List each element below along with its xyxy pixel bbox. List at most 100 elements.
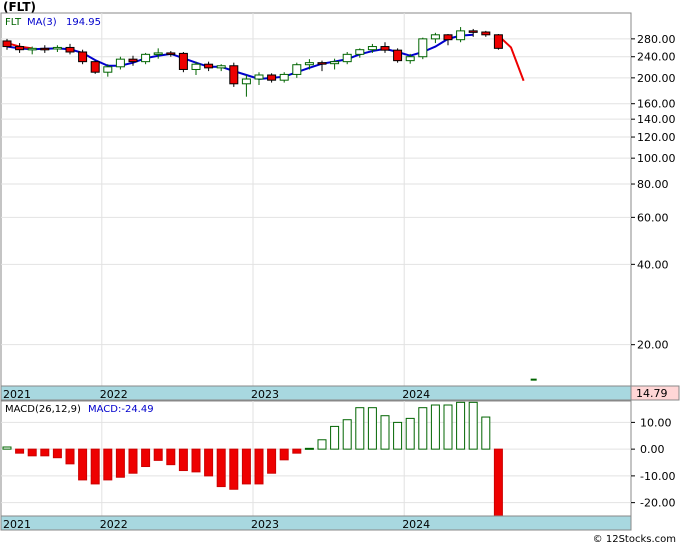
macd-x-label: 2022 [100,518,128,531]
macd-bar [15,448,25,454]
macd-tick-label: -10.00 [640,470,675,483]
macd-legend-value: MACD:-24.49 [88,404,154,415]
candle-body [393,49,403,62]
candle-body [405,56,415,62]
macd-tick-label: 10.00 [640,416,672,429]
macd-bar [229,448,239,490]
candle-body [204,63,214,69]
macd-bar [330,425,340,450]
macd-x-label: 2024 [402,518,430,531]
price-tick-label: 100.00 [637,152,676,165]
macd-bar [481,416,491,450]
macd-bar [355,407,365,450]
macd-bar [78,448,88,481]
candle-body [481,31,491,36]
macd-tick-label: 0.00 [640,443,665,456]
candle-body [355,49,365,55]
price-tick-label: 200.00 [637,72,676,85]
price-tick-label: 40.00 [637,258,669,271]
price-x-label: 2022 [100,388,128,401]
macd-bar [65,448,75,465]
candle-body [330,61,340,65]
candle-body [317,62,327,65]
candle-body [40,47,50,51]
candle-body [418,38,428,58]
price-y-ticks: 20.00 40.00 60.00 80.00 100.00 120.00 140.00 16… [631,33,676,352]
candlesticks [2,27,537,381]
macd-bar [166,448,176,466]
macd-bar [241,448,251,485]
price-tick-label: 20.00 [637,339,669,352]
macd-bar [405,417,415,450]
price-tick-label: 120.00 [637,131,676,144]
candle-body [115,58,125,68]
candle-body [52,46,62,50]
candle-body [430,34,440,40]
candle-body [90,61,100,73]
candle-body [493,34,503,49]
macd-bar [456,401,466,450]
candle-body [279,73,289,81]
macd-x-label: 2021 [3,518,31,531]
candle-body [229,65,239,85]
candle-body [468,30,478,33]
macd-tick-label: -20.00 [640,497,675,510]
price-tick-label: 140.00 [637,113,676,126]
price-date-strip [0,385,632,401]
legend-ticker: FLT [5,17,22,28]
candle-body [153,52,163,55]
price-x-label: 2021 [3,388,31,401]
candle-body [2,40,12,48]
macd-bar [367,407,377,450]
candle-body [367,46,377,51]
macd-bar [267,448,277,474]
price-tick-label: 280.00 [637,33,676,46]
candle-body [178,52,188,70]
candle-body [128,58,138,63]
candle-body [191,63,201,70]
macd-bar [393,421,403,450]
candle-body [78,51,88,63]
macd-bar [443,404,453,450]
footer-credit: © 12Stocks.com [593,534,676,545]
candle-body [342,53,352,63]
legend-ma-name: MA(3) [27,17,57,28]
candle-body [141,53,151,63]
candle-body [65,46,75,53]
macd-bar [141,448,151,468]
macd-legend-label: MACD(26,12,9) [5,404,81,415]
price-x-label: 2024 [402,388,430,401]
macd-bar [178,448,188,472]
macd-bar [103,448,113,481]
macd-bar [90,448,100,485]
candle-body [15,46,25,51]
macd-x-label: 2023 [251,518,279,531]
price-x-label: 2023 [251,388,279,401]
price-tick-label: 80.00 [637,178,669,191]
macd-bar [2,446,12,450]
candle-body [27,47,37,51]
candle-body [241,78,251,85]
macd-bar [279,448,289,461]
last-price-label: 14.79 [636,387,668,400]
macd-histogram [2,401,503,517]
macd-panel: 10.00 0.00 -10.00 -20.00 MACD(26,12,9) MACD… [0,400,675,531]
macd-bar [317,439,327,450]
macd-bar [430,404,440,450]
macd-bar [153,448,163,461]
candle-body [380,46,390,51]
candle-body [103,66,113,73]
price-panel: 20.00 40.00 60.00 80.00 100.00 120.00 140.00 16… [0,0,680,401]
candle-body [267,74,277,81]
price-x-labels: 2021 2022 2023 2024 [3,388,430,401]
price-tick-label: 240.00 [637,51,676,64]
macd-bar [191,448,201,473]
candle-body [166,52,176,55]
macd-bar [27,448,37,457]
chart-title: (FLT) [3,0,36,14]
candle-body [254,74,264,80]
price-tick-label: 160.00 [637,98,676,111]
macd-y-ticks: 10.00 0.00 -10.00 -20.00 [631,416,675,510]
macd-bar [52,448,62,459]
